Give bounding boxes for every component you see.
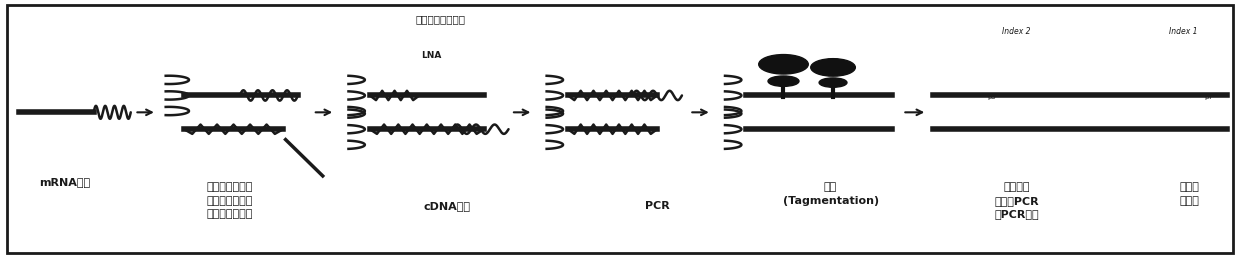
Text: 模板转换寡核苷酸: 模板转换寡核苷酸 [415, 14, 465, 24]
Ellipse shape [759, 55, 808, 74]
Ellipse shape [768, 76, 799, 86]
Text: p7: p7 [1204, 94, 1213, 100]
FancyBboxPatch shape [7, 5, 1233, 252]
Text: 富集好
的片段: 富集好 的片段 [1179, 182, 1199, 206]
Text: p5: p5 [987, 94, 996, 100]
Ellipse shape [811, 59, 856, 76]
Text: PCR: PCR [645, 201, 670, 211]
Text: Index 2: Index 2 [1002, 27, 1030, 36]
Text: 标记
(Tagmentation): 标记 (Tagmentation) [782, 182, 879, 206]
Text: LNA: LNA [422, 51, 441, 60]
Text: cDNA合成: cDNA合成 [423, 201, 470, 211]
Text: Index 1: Index 1 [1169, 27, 1198, 36]
Text: 缺口修复
、富集PCR
和PCR纯化: 缺口修复 、富集PCR 和PCR纯化 [994, 182, 1039, 219]
Text: 用莫洛尼鼠白血
病病毒逆转录酶
进行第一链合成: 用莫洛尼鼠白血 病病毒逆转录酶 进行第一链合成 [207, 182, 253, 219]
Text: mRNA片段: mRNA片段 [40, 177, 91, 187]
Ellipse shape [820, 78, 847, 87]
